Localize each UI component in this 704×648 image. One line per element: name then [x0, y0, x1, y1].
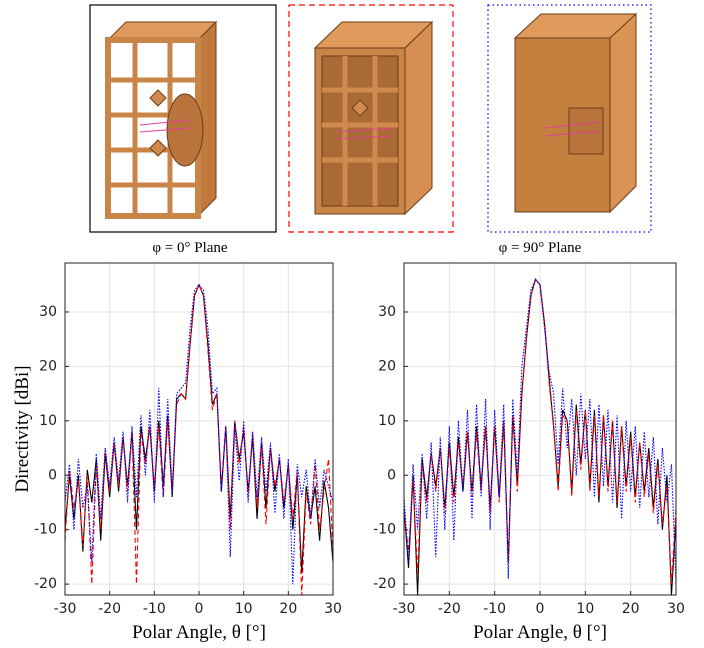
model-open-frame [105, 20, 218, 219]
x-tick-label: -30 [54, 601, 77, 617]
y-axis-label: Directivity [dBi] [12, 365, 33, 492]
series-line [64, 283, 334, 585]
y-tick-label: -10 [373, 522, 396, 538]
x-tick-label: 0 [195, 601, 204, 617]
y-tick-label: 20 [378, 358, 396, 374]
chart-title: φ = 0° Plane [152, 240, 228, 256]
model-images [89, 4, 652, 233]
x-tick-label: 10 [235, 601, 253, 617]
y-tick-label: 30 [39, 304, 57, 320]
x-axis-label: Polar Angle, θ [°] [132, 622, 266, 643]
series-line [403, 278, 677, 585]
x-tick-label: -20 [98, 601, 121, 617]
y-tick-label: 10 [378, 413, 396, 429]
y-tick-label: 30 [378, 304, 396, 320]
x-tick-label: 30 [324, 601, 342, 617]
x-tick-label: -10 [483, 601, 506, 617]
model-side-walls [313, 20, 434, 216]
y-tick-label: 10 [39, 413, 57, 429]
x-tick-label: 10 [576, 601, 594, 617]
x-tick-label: 20 [622, 601, 640, 617]
x-tick-label: 30 [667, 601, 685, 617]
chart-title: φ = 90° Plane [499, 240, 582, 256]
y-tick-label: 0 [48, 467, 57, 483]
y-tick-label: -10 [34, 522, 57, 538]
x-tick-label: 0 [536, 601, 545, 617]
x-tick-label: -20 [438, 601, 461, 617]
x-tick-label: -30 [393, 601, 416, 617]
series-line [403, 278, 677, 585]
axes-box [64, 262, 334, 596]
y-tick-label: 0 [387, 467, 396, 483]
x-tick-label: 20 [279, 601, 297, 617]
axes-box [403, 262, 677, 596]
y-tick-label: -20 [34, 576, 57, 592]
model-closed-box [513, 12, 638, 214]
x-axis-label: Polar Angle, θ [°] [473, 622, 607, 643]
y-tick-label: -20 [373, 576, 396, 592]
x-tick-label: -10 [143, 601, 166, 617]
y-tick-label: 20 [39, 358, 57, 374]
